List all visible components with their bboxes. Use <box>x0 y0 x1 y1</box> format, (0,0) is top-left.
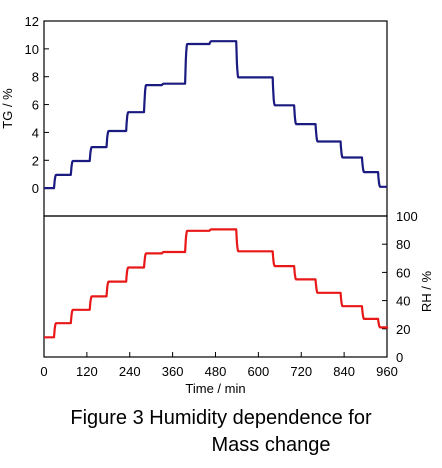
y-tick-label: 6 <box>32 98 39 113</box>
series-line <box>44 40 387 190</box>
y-tick-label: 8 <box>32 70 39 85</box>
x-tick-label: 120 <box>76 364 98 379</box>
y-tick-label: 80 <box>396 237 410 252</box>
x-tick-label: 240 <box>119 364 141 379</box>
figure-caption-line1: Figure 3 Humidity dependence for <box>70 407 372 429</box>
series-line <box>44 228 389 339</box>
y-tick-label: 4 <box>32 125 39 140</box>
y-axis-title: TG / % <box>0 88 15 129</box>
y-tick-label: 20 <box>396 322 410 337</box>
tg-panel: 0 2 4 6 8 10 12 TG / % <box>0 14 388 217</box>
y-tick-label: 0 <box>396 350 403 365</box>
plot-frame <box>43 215 388 358</box>
x-tick-label: 960 <box>376 364 398 379</box>
x-tick-label: 360 <box>162 364 184 379</box>
x-tick-label: 600 <box>248 364 270 379</box>
y-tick-label: 12 <box>25 14 39 29</box>
x-tick-label: 0 <box>40 364 47 379</box>
x-tick-label: 840 <box>333 364 355 379</box>
y-axis-title: RH / % <box>419 270 434 312</box>
y-tick-label: 60 <box>396 265 410 280</box>
tg-rh-chart: 0 2 4 6 8 10 12 TG / % 0 20 40 60 80 100 RH / % 0 120 2… <box>0 14 434 396</box>
plot-frame <box>43 20 388 217</box>
figure-caption-line2: Mass change <box>211 434 331 456</box>
y-tick-label: 10 <box>25 42 39 57</box>
y-tick-label: 0 <box>32 181 39 196</box>
y-tick-label: 100 <box>396 209 418 224</box>
rh-panel: 0 20 40 60 80 100 RH / % <box>43 209 434 365</box>
x-tick-label: 480 <box>205 364 227 379</box>
x-axis-title: Time / min <box>185 381 245 396</box>
y-tick-label: 40 <box>396 294 410 309</box>
time-axis: 0 120 240 360 480 600 720 840 960 Time / min <box>40 352 398 396</box>
x-tick-label: 720 <box>290 364 312 379</box>
y-tick-label: 2 <box>32 153 39 168</box>
